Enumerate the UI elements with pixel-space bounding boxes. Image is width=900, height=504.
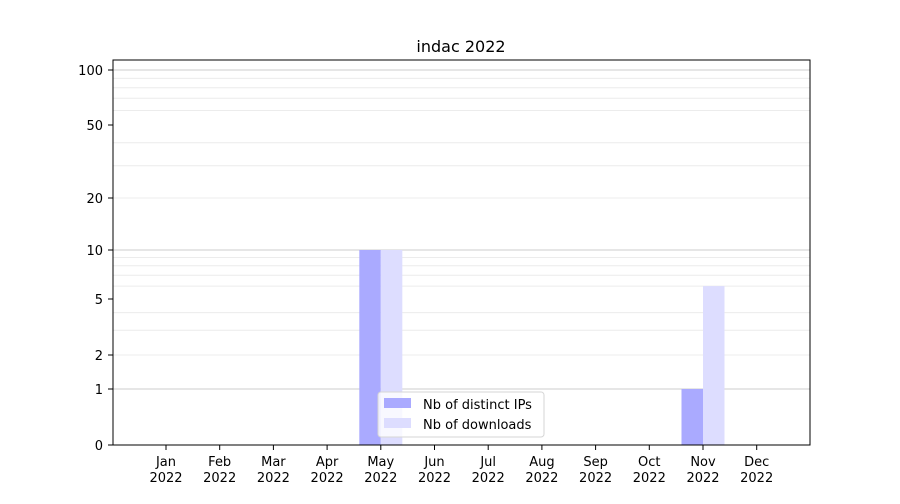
- x-tick-label: 2022: [149, 471, 182, 486]
- plot-frame: [112, 59, 811, 446]
- x-tick-label: Jul: [479, 455, 496, 470]
- bar: [359, 250, 381, 445]
- y-tick-label: 10: [86, 244, 103, 259]
- x-tick-label: 2022: [418, 471, 451, 486]
- x-tick-label: Oct: [638, 455, 660, 470]
- x-tick-label: 2022: [740, 471, 773, 486]
- y-tick-label: 0: [95, 439, 103, 454]
- x-tick-label: Jan: [155, 455, 176, 470]
- legend-swatch: [384, 398, 411, 408]
- x-tick-label: 2022: [364, 471, 397, 486]
- x-tick-label: 2022: [579, 471, 612, 486]
- y-tick-label: 50: [86, 119, 103, 134]
- y-tick-label: 20: [86, 192, 103, 207]
- y-tick-label: 1: [95, 383, 103, 398]
- bar: [703, 286, 725, 445]
- bar: [681, 389, 703, 445]
- x-tick-label: 2022: [257, 471, 290, 486]
- x-tick-label: Apr: [316, 455, 339, 470]
- x-tick-label: 2022: [633, 471, 666, 486]
- legend-label: Nb of distinct IPs: [423, 398, 532, 413]
- x-tick-label: 2022: [525, 471, 558, 486]
- x-tick-label: Aug: [529, 455, 554, 470]
- x-tick-label: 2022: [203, 471, 236, 486]
- x-tick-label: Dec: [744, 455, 769, 470]
- chart-title: indac 2022: [416, 37, 505, 56]
- y-tick-label: 5: [95, 293, 103, 308]
- y-tick-label: 2: [95, 349, 103, 364]
- legend-label: Nb of downloads: [423, 418, 532, 433]
- x-tick-label: 2022: [311, 471, 344, 486]
- x-tick-label: Nov: [690, 455, 716, 470]
- y-tick-label: 100: [78, 64, 103, 79]
- x-tick-label: Jun: [423, 455, 444, 470]
- legend-box: [377, 391, 545, 438]
- x-tick-label: 2022: [686, 471, 719, 486]
- x-tick-label: May: [367, 455, 394, 470]
- x-tick-label: Sep: [583, 455, 608, 470]
- legend-swatch: [384, 418, 411, 428]
- x-tick-label: Mar: [261, 455, 286, 470]
- x-tick-label: 2022: [472, 471, 505, 486]
- x-tick-label: Feb: [208, 455, 231, 470]
